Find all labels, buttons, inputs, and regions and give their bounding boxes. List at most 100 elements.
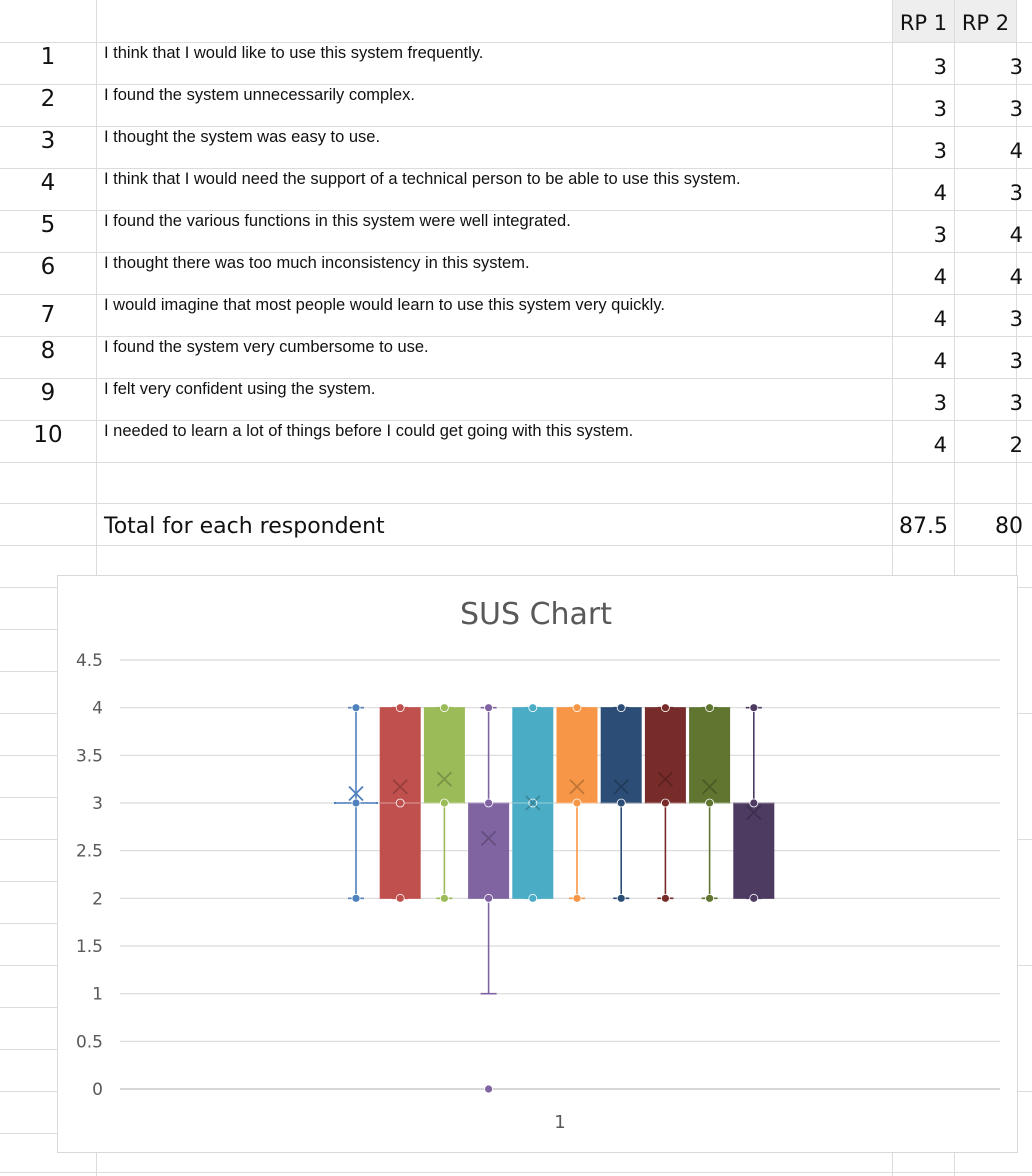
y-tick-label: 3.5	[76, 746, 103, 766]
rp1-score: 4	[933, 265, 947, 289]
question-text: I found the system very cumbersome to us…	[104, 338, 429, 356]
box-mean-marker	[701, 779, 718, 795]
box-mean-marker	[392, 779, 408, 795]
rp2-score: 3	[1009, 349, 1023, 373]
rp1-score: 4	[933, 181, 947, 205]
rp2-header: RP 2	[961, 11, 1010, 35]
row-divider	[0, 1049, 57, 1050]
x-category-label: 1	[554, 1112, 565, 1133]
box-data-point	[484, 893, 494, 903]
rp1-score: 3	[933, 139, 947, 163]
row-divider	[0, 629, 57, 630]
row-divider	[0, 713, 57, 714]
box-data-point	[528, 893, 538, 903]
box-data-point	[572, 893, 582, 903]
box-mean-marker	[480, 830, 497, 846]
y-tick-label: 2	[92, 889, 103, 909]
box-mean-marker	[657, 771, 674, 787]
y-tick-label: 1	[92, 985, 103, 1005]
row-divider	[0, 881, 57, 882]
y-tick-label: 1.5	[76, 937, 103, 957]
sus-chart-panel[interactable]: SUS Chart 0 0.5 1 1.5 2 2.5 3 3.5 4 4.5 1	[57, 575, 1018, 1153]
total-label: Total for each respondent	[104, 514, 385, 539]
box-data-point	[395, 798, 405, 808]
col-divider	[1016, 0, 1017, 575]
box-data-point	[439, 703, 449, 713]
row-divider	[0, 755, 57, 756]
question-text: I think that I would like to use this sy…	[104, 44, 484, 62]
y-tick-label: 4	[92, 699, 103, 719]
rp2-score: 3	[1009, 97, 1023, 121]
rp2-score: 2	[1009, 433, 1023, 457]
row-number: 10	[33, 422, 63, 448]
row-divider	[0, 671, 57, 672]
row-divider	[0, 168, 1032, 169]
row-divider	[0, 965, 57, 966]
box-data-point	[351, 798, 361, 808]
rp1-score: 3	[933, 223, 947, 247]
box-iqr	[644, 707, 686, 804]
box-data-point	[395, 703, 405, 713]
rp2-score: 3	[1009, 181, 1023, 205]
sus-chart: SUS Chart 0 0.5 1 1.5 2 2.5 3 3.5 4 4.5 1	[76, 597, 1000, 1133]
box-data-point	[484, 798, 494, 808]
question-text: I thought the system was easy to use.	[104, 128, 381, 146]
box-data-point	[439, 798, 449, 808]
box-mean-marker	[613, 779, 629, 795]
box-data-point	[484, 1084, 494, 1094]
box-iqr	[423, 707, 465, 804]
box-data-point	[395, 893, 405, 903]
row-divider	[0, 1091, 57, 1092]
y-tick-label: 2.5	[76, 842, 103, 862]
rp1-score: 3	[933, 391, 947, 415]
box-data-point	[749, 703, 759, 713]
row-divider	[0, 210, 1032, 211]
box-data-point	[705, 798, 714, 808]
box-mean-marker	[569, 779, 585, 795]
y-axis-ticks: 0 0.5 1 1.5 2 2.5 3 3.5 4 4.5	[76, 651, 103, 1100]
box-mean-marker	[746, 804, 762, 821]
box-data-point	[661, 893, 670, 903]
question-text: I needed to learn a lot of things before…	[104, 422, 634, 440]
box-data-point	[661, 703, 670, 713]
y-tick-label: 0.5	[76, 1032, 103, 1052]
box-data-point	[484, 703, 494, 713]
row-divider	[0, 462, 1032, 463]
y-tick-label: 0	[92, 1080, 103, 1100]
row-number: 6	[40, 254, 56, 280]
col-divider	[954, 0, 955, 575]
box-mean-marker	[436, 771, 453, 787]
rp2-score: 3	[1009, 55, 1023, 79]
box-data-point	[528, 703, 538, 713]
box-iqr	[733, 802, 775, 899]
row-divider	[0, 336, 1032, 337]
box-data-point	[749, 798, 759, 808]
box-data-point	[616, 703, 626, 713]
box-mean-marker	[525, 795, 541, 811]
row-divider	[0, 420, 1032, 421]
rp1-score: 3	[933, 55, 947, 79]
box-data-point	[705, 893, 714, 903]
row-divider	[0, 84, 1032, 85]
rp1-score: 4	[933, 349, 947, 373]
question-text: I thought there was too much inconsisten…	[104, 254, 530, 272]
row-number: 3	[40, 128, 56, 154]
row-number: 5	[40, 212, 56, 238]
y-tick-label: 4.5	[76, 651, 103, 671]
rp1-score: 4	[933, 307, 947, 331]
col-divider	[892, 0, 893, 575]
rp1-score: 4	[933, 433, 947, 457]
box-data-point	[616, 893, 626, 903]
rp1-header-cell	[893, 0, 954, 42]
row-number: 7	[40, 302, 56, 328]
boxes	[334, 703, 775, 1094]
row-divider	[0, 252, 1032, 253]
rp2-score: 4	[1009, 223, 1023, 247]
col-divider	[954, 1151, 955, 1176]
row-divider	[1016, 713, 1032, 714]
row-divider	[1016, 839, 1032, 840]
row-divider	[0, 1007, 57, 1008]
box-iqr	[600, 707, 642, 804]
row-divider	[0, 1172, 1032, 1173]
box-mean-marker	[348, 785, 364, 802]
